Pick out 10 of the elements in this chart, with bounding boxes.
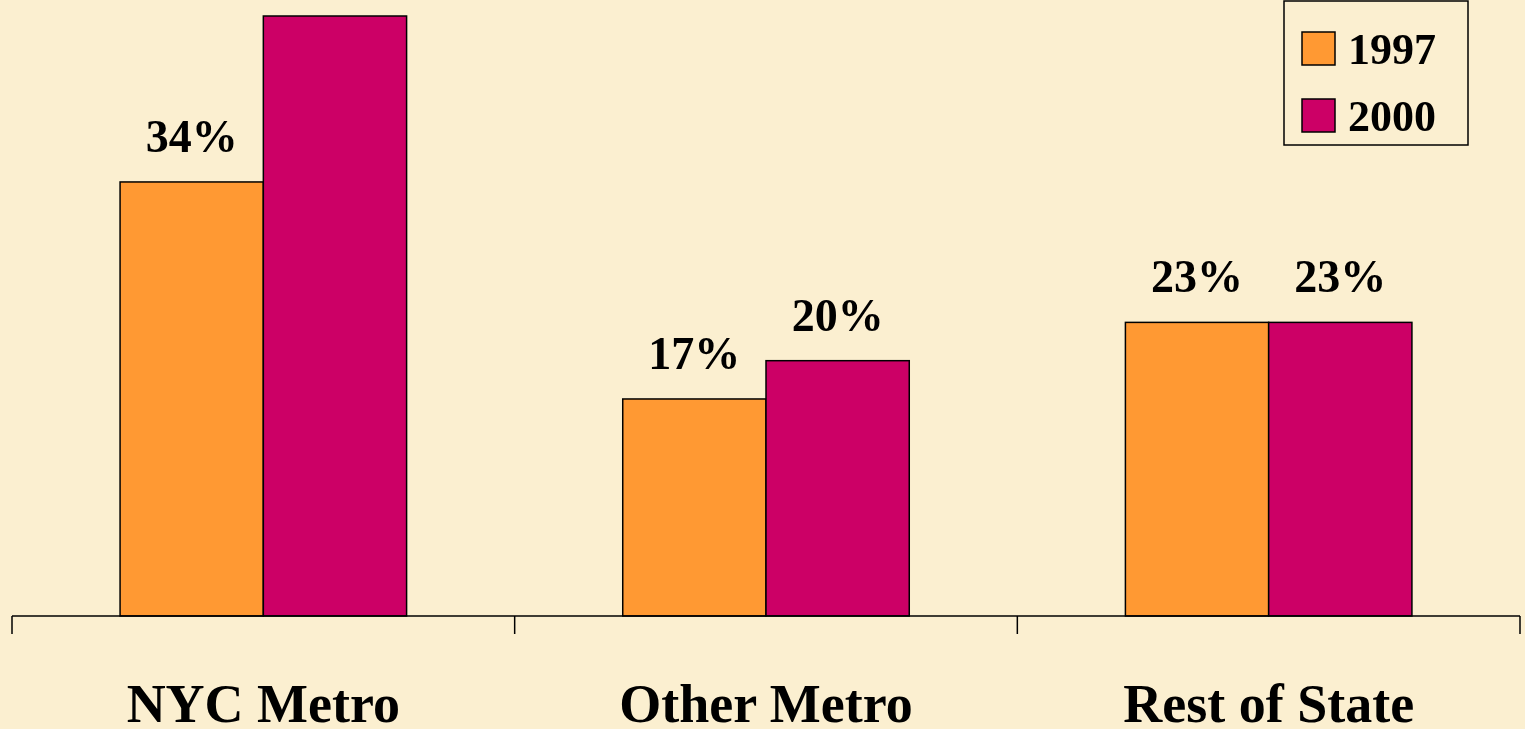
legend-label: 2000 <box>1348 92 1436 141</box>
legend-label: 1997 <box>1348 25 1436 74</box>
data-label: 20% <box>791 289 884 341</box>
data-label: 23% <box>1294 251 1387 303</box>
data-label: 34% <box>145 110 238 162</box>
x-tick-label: Other Metro <box>619 674 913 729</box>
data-label: 17% <box>648 327 741 379</box>
x-tick-label: Rest of State <box>1123 674 1415 729</box>
data-label: 23% <box>1151 251 1244 303</box>
x-tick-label: NYC Metro <box>126 674 401 729</box>
